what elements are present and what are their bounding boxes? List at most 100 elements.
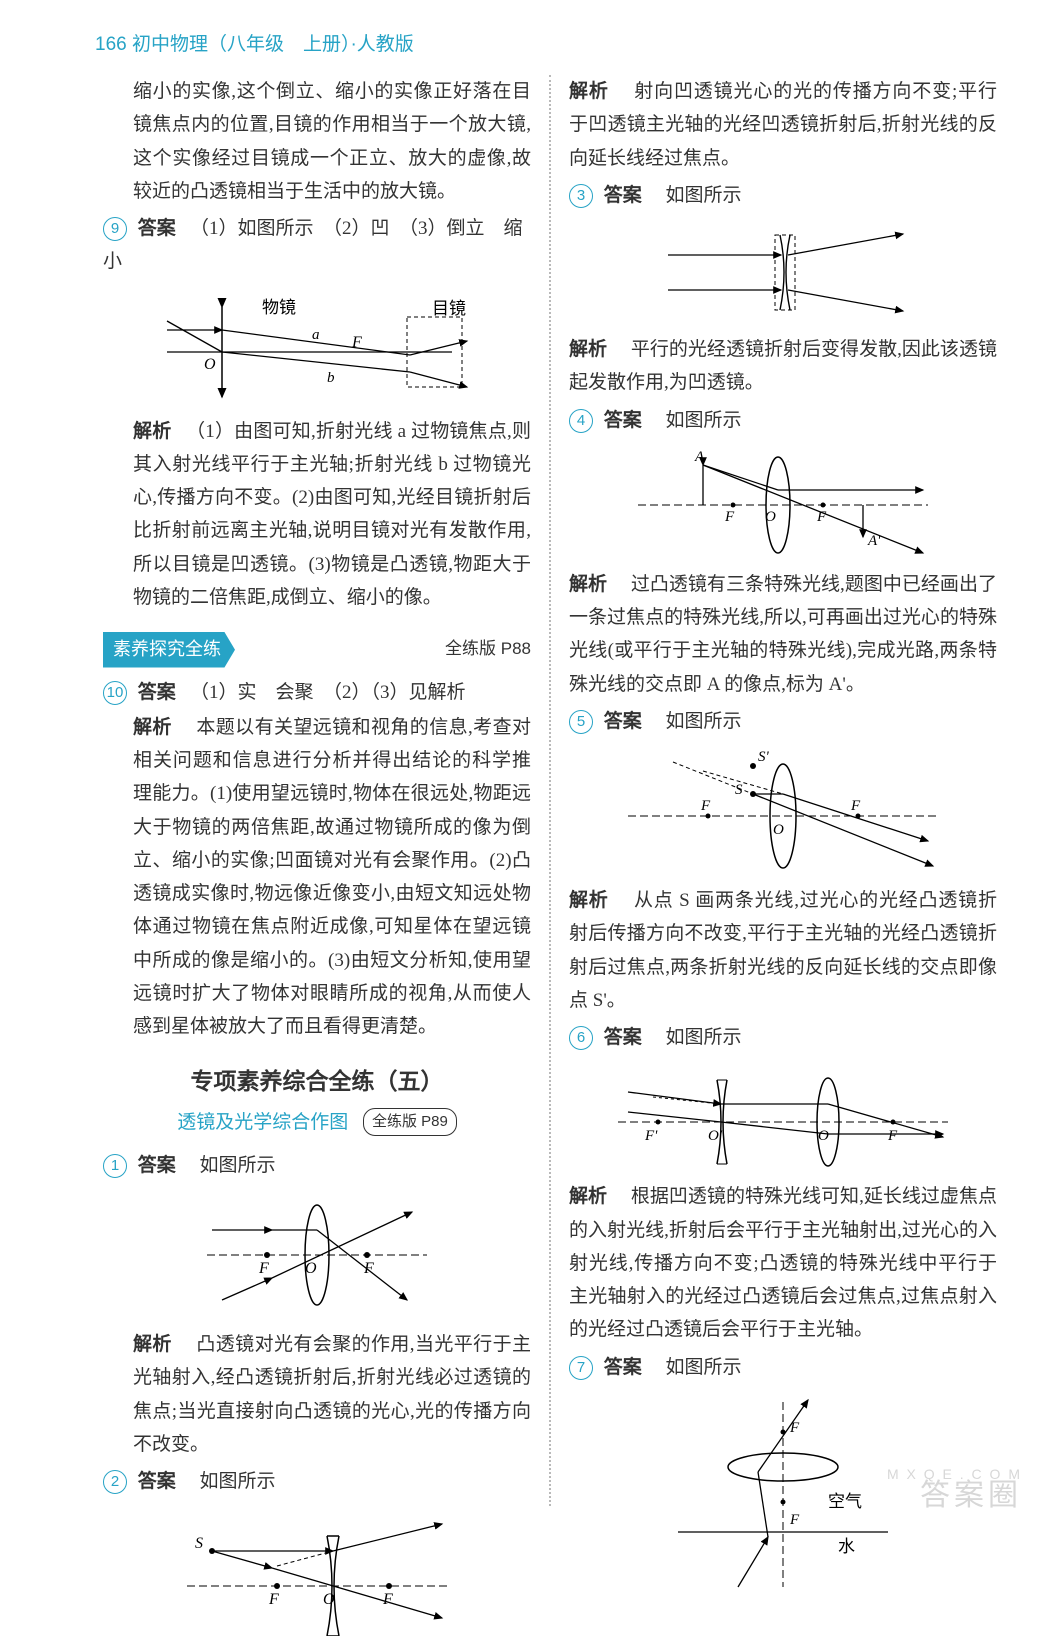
answer-label: 答案 [138, 1155, 176, 1176]
q4-exp-text: 过凸透镜有三条特殊光线,题图中已经画出了一条过焦点的特殊光线,所以,可再画出过光… [569, 574, 997, 695]
lbl-water: 水 [838, 1537, 855, 1556]
answer-label: 答案 [604, 185, 642, 206]
page-ref-p88: 全练版 P88 [445, 634, 531, 664]
lbl-F: F [887, 1128, 898, 1144]
q7-answer-text: 如图所示 [666, 1357, 742, 1378]
lbl-A: A [694, 449, 705, 465]
lbl-S: S [735, 782, 743, 798]
q4-exp: 解析 过凸透镜有三条特殊光线,题图中已经画出了一条过焦点的特殊光线,所以,可再画… [569, 568, 997, 701]
page-header: 166 初中物理（八年级 上册）·人教版 [95, 28, 414, 61]
lbl-F1: F [258, 1260, 269, 1277]
q4-number: 4 [569, 409, 593, 433]
q10-exp-text: 本题以有关望远镜和视角的信息,考查对相关问题和信息进行分析并得出结论的科学推理能… [133, 717, 531, 1037]
intro-para: 缩小的实像,这个倒立、缩小的实像正好落在目镜焦点内的位置,目镜的作用相当于一个放… [103, 75, 531, 208]
q2-number: 2 [103, 1470, 127, 1494]
answer-label: 答案 [138, 218, 176, 239]
left-column: 缩小的实像,这个倒立、缩小的实像正好落在目镜焦点内的位置,目镜的作用相当于一个放… [95, 75, 549, 1506]
q9-exp-text: （1）由图可知,折射光线 a 过物镜焦点,则其入射光线平行于主光轴;折射光线 b… [133, 421, 531, 608]
q3-answer-line: 3 答案 如图所示 [569, 179, 997, 212]
lbl-Sp: S' [758, 749, 770, 765]
exp-label: 解析 [569, 81, 609, 102]
q10-number: 10 [103, 681, 127, 705]
q5-number: 5 [569, 710, 593, 734]
q6-answer-text: 如图所示 [666, 1027, 742, 1048]
lbl-F2: F [850, 798, 861, 814]
q6-exp-text: 根据凹透镜的特殊光线可知,延长线过虚焦点的入射光线,折射后会平行于主光轴射出,过… [569, 1186, 997, 1340]
exp-label: 解析 [569, 574, 607, 595]
q7-answer-line: 7 答案 如图所示 [569, 1351, 997, 1384]
q1-answer-line: 1 答案 如图所示 [103, 1149, 531, 1182]
q2-answer-text: 如图所示 [200, 1471, 276, 1492]
q3-number: 3 [569, 184, 593, 208]
q3-answer-text: 如图所示 [666, 185, 742, 206]
q10-answer-line: 10 答案 （1）实 会聚 （2）（3）见解析 [103, 676, 531, 709]
answer-label: 答案 [604, 711, 642, 732]
q6-answer-line: 6 答案 如图所示 [569, 1021, 997, 1054]
q10-exp: 解析 本题以有关望远镜和视角的信息,考查对相关问题和信息进行分析并得出结论的科学… [103, 711, 531, 1044]
exp-label: 解析 [569, 1186, 607, 1207]
lbl-air: 空气 [828, 1492, 862, 1511]
answer-label: 答案 [138, 1471, 176, 1492]
q3-exp-text: 平行的光经透镜折射后变得发散,因此该透镜起发散作用,为凹透镜。 [569, 339, 997, 393]
lbl-O: O [818, 1128, 829, 1144]
q1-exp-text: 凸透镜对光有会聚的作用,当光平行于主光轴射入,经凸透镜折射后,折射光线必过透镜的… [133, 1334, 531, 1455]
q1-number: 1 [103, 1154, 127, 1178]
lbl-F: F [351, 334, 362, 351]
lbl-F2: F [816, 509, 827, 525]
lbl-O: O [305, 1260, 317, 1277]
lbl-F2: F [789, 1512, 800, 1528]
q3-figure [653, 220, 913, 325]
pill-p89: 全练版 P89 [363, 1108, 457, 1136]
columns: 缩小的实像,这个倒立、缩小的实像正好落在目镜焦点内的位置,目镜的作用相当于一个放… [95, 75, 1005, 1506]
q1-figure: F O F [197, 1190, 437, 1320]
lbl-O: O [773, 822, 784, 838]
q5-answer-line: 5 答案 如图所示 [569, 705, 997, 738]
q2-figure: S F O F [177, 1506, 457, 1636]
q9-number: 9 [103, 217, 127, 241]
q6-exp: 解析 根据凹透镜的特殊光线可知,延长线过虚焦点的入射光线,折射后会平行于主光轴射… [569, 1180, 997, 1346]
answer-label: 答案 [604, 1357, 642, 1378]
answer-label: 答案 [138, 682, 176, 703]
lbl-F: F [268, 1591, 279, 1608]
lbl-F1: F [700, 798, 711, 814]
q6-number: 6 [569, 1026, 593, 1050]
q4-answer-line: 4 答案 如图所示 [569, 404, 997, 437]
subject-sub-text: 透镜及光学综合作图 [177, 1112, 348, 1133]
lbl-O: O [323, 1591, 335, 1608]
q9-figure: 物镜 目镜 O F a b [152, 287, 482, 407]
q9-answer-line: 9 答案 （1）如图所示 （2）凹 （3）倒立 缩小 [103, 212, 531, 279]
q4-answer-text: 如图所示 [666, 410, 742, 431]
exp-label: 解析 [133, 1334, 172, 1355]
q3-exp: 解析 平行的光经透镜折射后变得发散,因此该透镜起发散作用,为凹透镜。 [569, 333, 997, 400]
answer-label: 答案 [604, 1027, 642, 1048]
lbl-b: b [327, 370, 335, 386]
lbl-A2: A' [867, 533, 881, 549]
answer-label: 答案 [604, 410, 642, 431]
right-column: 解析 射向凹透镜光心的光的传播方向不变;平行于凹透镜主光轴的光经凹透镜折射后,折… [551, 75, 1005, 1506]
section-band: 素养探究全练 [103, 632, 235, 668]
lbl-Fp: F' [644, 1128, 658, 1144]
top-exp: 解析 射向凹透镜光心的光的传播方向不变;平行于凹透镜主光轴的光经凹透镜折射后,折… [569, 75, 997, 175]
q4-figure: A F O F A' [633, 445, 933, 560]
section-band-row: 素养探究全练 全练版 P88 [103, 618, 531, 676]
exp-label: 解析 [133, 421, 171, 442]
lbl-O: O [765, 509, 776, 525]
lbl-Op: O' [708, 1128, 723, 1144]
exp-label: 解析 [569, 339, 607, 360]
lbl-F2: F [382, 1591, 393, 1608]
lbl-a: a [312, 327, 320, 343]
lbl-O: O [204, 356, 216, 373]
lbl-wujing: 物镜 [262, 298, 296, 317]
q7-number: 7 [569, 1356, 593, 1380]
lbl-F1: F [724, 509, 735, 525]
q2-answer-line: 2 答案 如图所示 [103, 1465, 531, 1498]
lbl-F1: F [789, 1420, 800, 1436]
q6-figure: F' O' O F [613, 1062, 953, 1172]
watermark: 答案圈 [920, 1470, 1022, 1523]
q5-exp: 解析 从点 S 画两条光线,过光心的光经凸透镜折射后传播方向不改变,平行于主光轴… [569, 884, 997, 1017]
subject-sub: 透镜及光学综合作图 全练版 P89 [103, 1106, 531, 1139]
lbl-S: S [195, 1535, 203, 1552]
q7-figure: F F 空气 水 [668, 1392, 898, 1592]
q5-figure: S S' F O F [623, 746, 943, 876]
exp-label: 解析 [133, 717, 172, 738]
